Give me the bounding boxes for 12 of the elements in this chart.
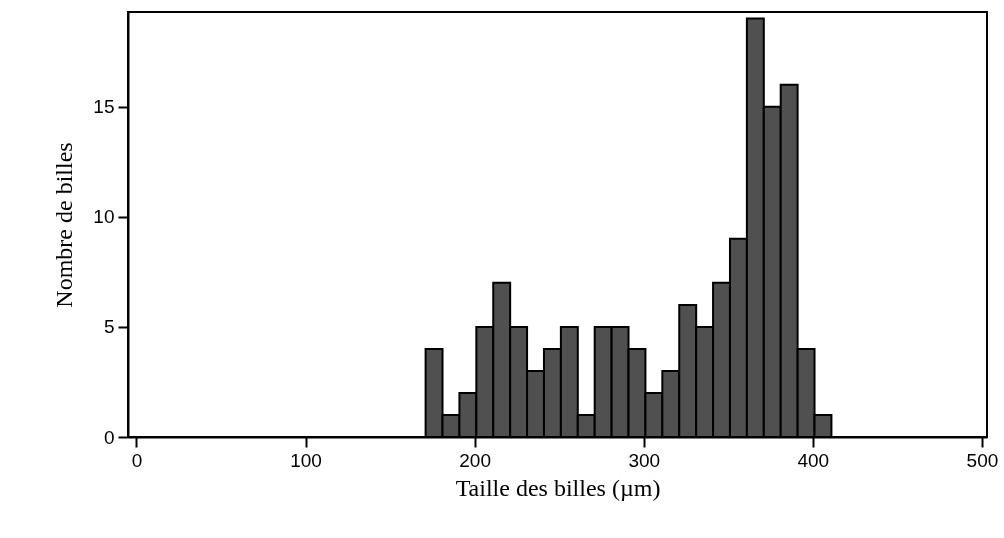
x-tick-label: 400 [797, 449, 830, 471]
y-tick-label: 15 [93, 96, 115, 118]
y-tick-label: 0 [103, 426, 115, 448]
x-tick-label: 300 [628, 449, 661, 471]
y-axis-title: Nombre de billes [51, 142, 78, 308]
x-tick-label: 100 [290, 449, 322, 471]
x-tick-label: 200 [459, 449, 491, 471]
x-axis-title: Taille des billes (µm) [455, 474, 661, 501]
y-tick-label: 10 [93, 206, 115, 228]
x-tick-label: 500 [966, 449, 999, 471]
x-tick-label: 0 [131, 449, 143, 471]
y-tick-label: 5 [103, 316, 115, 338]
